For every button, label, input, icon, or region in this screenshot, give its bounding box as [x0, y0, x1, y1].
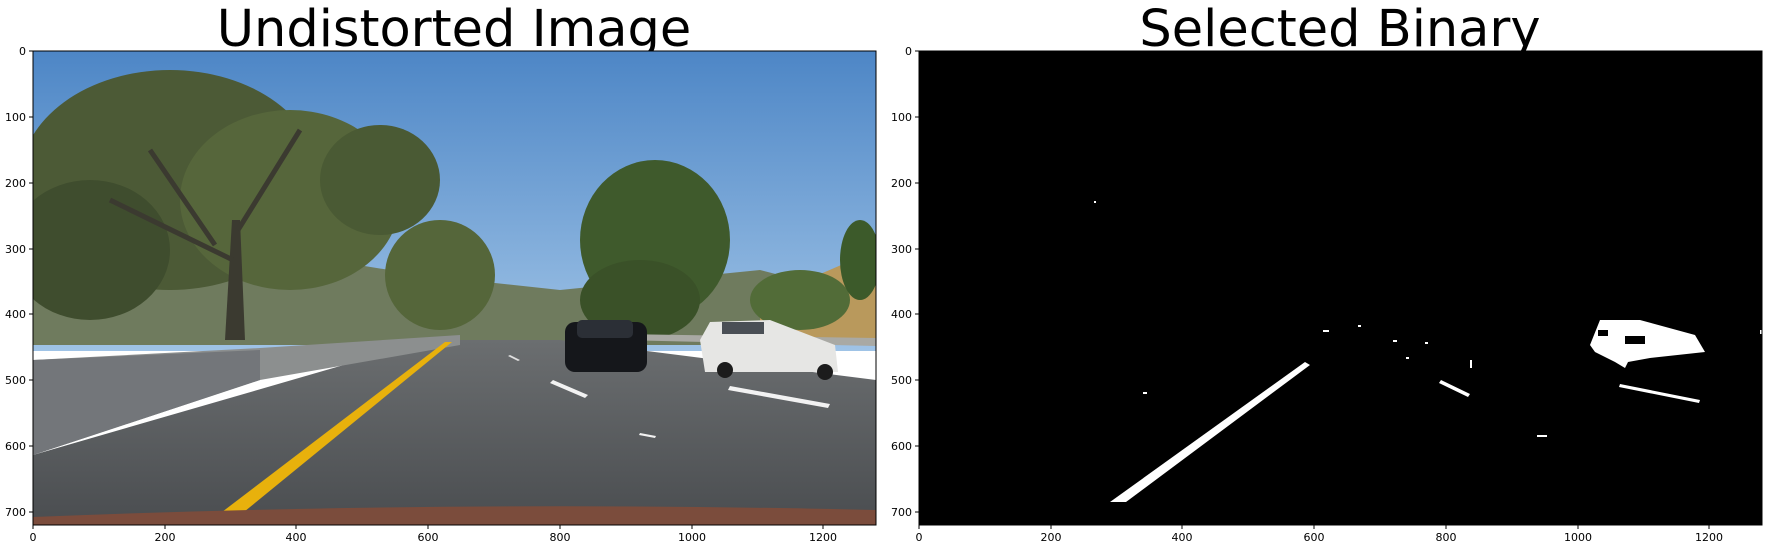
y-tick: 700	[5, 506, 33, 519]
x-tick-label: 600	[418, 531, 439, 544]
x-tick-label: 1000	[1564, 531, 1592, 544]
y-tick: 0	[19, 45, 33, 58]
x-tick-label: 1000	[678, 531, 706, 544]
x-tick: 400	[1172, 525, 1193, 544]
panel-binary: Selected Binary 0	[891, 0, 1763, 544]
y-tick: 300	[891, 243, 919, 256]
y-tick-label: 300	[891, 243, 912, 256]
y-tick-label: 0	[905, 45, 912, 58]
y-ticks-right: 0 100 200 300 400 500 600 700	[891, 45, 919, 519]
x-tick-label: 800	[550, 531, 571, 544]
y-tick: 600	[891, 440, 919, 453]
road-photo	[33, 51, 876, 525]
y-tick: 200	[891, 177, 919, 190]
y-tick-label: 500	[891, 374, 912, 387]
x-tick: 1000	[1564, 525, 1592, 544]
x-tick-label: 0	[916, 531, 923, 544]
x-tick: 1200	[1695, 525, 1723, 544]
y-tick: 200	[5, 177, 33, 190]
x-tick-label: 0	[30, 531, 37, 544]
x-tick: 200	[1041, 525, 1062, 544]
y-tick-label: 0	[19, 45, 26, 58]
y-tick-label: 300	[5, 243, 26, 256]
x-tick: 200	[155, 525, 176, 544]
y-ticks-left: 0 100 200 300 400 500 600 700	[5, 45, 33, 519]
x-ticks-left: 0 200 400 600 800 1000 1200	[30, 525, 837, 544]
x-tick: 1000	[678, 525, 706, 544]
x-tick-label: 200	[155, 531, 176, 544]
x-tick: 0	[30, 525, 37, 544]
panel-undistorted: Undistorted Image	[5, 0, 877, 544]
y-tick-label: 700	[5, 506, 26, 519]
x-tick-label: 200	[1041, 531, 1062, 544]
x-tick-label: 400	[286, 531, 307, 544]
axes-frame-left	[32, 50, 877, 526]
y-tick-label: 100	[891, 111, 912, 124]
y-tick: 500	[891, 374, 919, 387]
x-tick: 600	[1304, 525, 1325, 544]
y-tick: 700	[891, 506, 919, 519]
x-tick-label: 400	[1172, 531, 1193, 544]
y-tick-label: 400	[5, 308, 26, 321]
y-tick-label: 500	[5, 374, 26, 387]
y-tick: 600	[5, 440, 33, 453]
x-tick-label: 1200	[809, 531, 837, 544]
y-tick: 100	[891, 111, 919, 124]
y-tick-label: 100	[5, 111, 26, 124]
x-tick-label: 600	[1304, 531, 1325, 544]
binary-image	[919, 51, 1762, 525]
x-tick-label: 800	[1436, 531, 1457, 544]
panel-title-undistorted: Undistorted Image	[217, 0, 692, 59]
y-tick: 500	[5, 374, 33, 387]
y-tick: 300	[5, 243, 33, 256]
x-ticks-right: 0 200 400 600 800 1000 1200	[916, 525, 1723, 544]
y-tick-label: 700	[891, 506, 912, 519]
y-tick-label: 200	[5, 177, 26, 190]
y-tick-label: 600	[891, 440, 912, 453]
x-tick-label: 1200	[1695, 531, 1723, 544]
panel-title-binary: Selected Binary	[1139, 0, 1540, 59]
axes-frame-right	[918, 50, 1763, 526]
y-tick: 400	[5, 308, 33, 321]
y-tick: 400	[891, 308, 919, 321]
y-tick: 0	[905, 45, 919, 58]
y-tick-label: 400	[891, 308, 912, 321]
y-tick: 100	[5, 111, 33, 124]
x-tick: 1200	[809, 525, 837, 544]
x-tick: 0	[916, 525, 923, 544]
y-tick-label: 600	[5, 440, 26, 453]
x-tick: 800	[550, 525, 571, 544]
y-tick-label: 200	[891, 177, 912, 190]
x-tick: 600	[418, 525, 439, 544]
x-tick: 800	[1436, 525, 1457, 544]
x-tick: 400	[286, 525, 307, 544]
